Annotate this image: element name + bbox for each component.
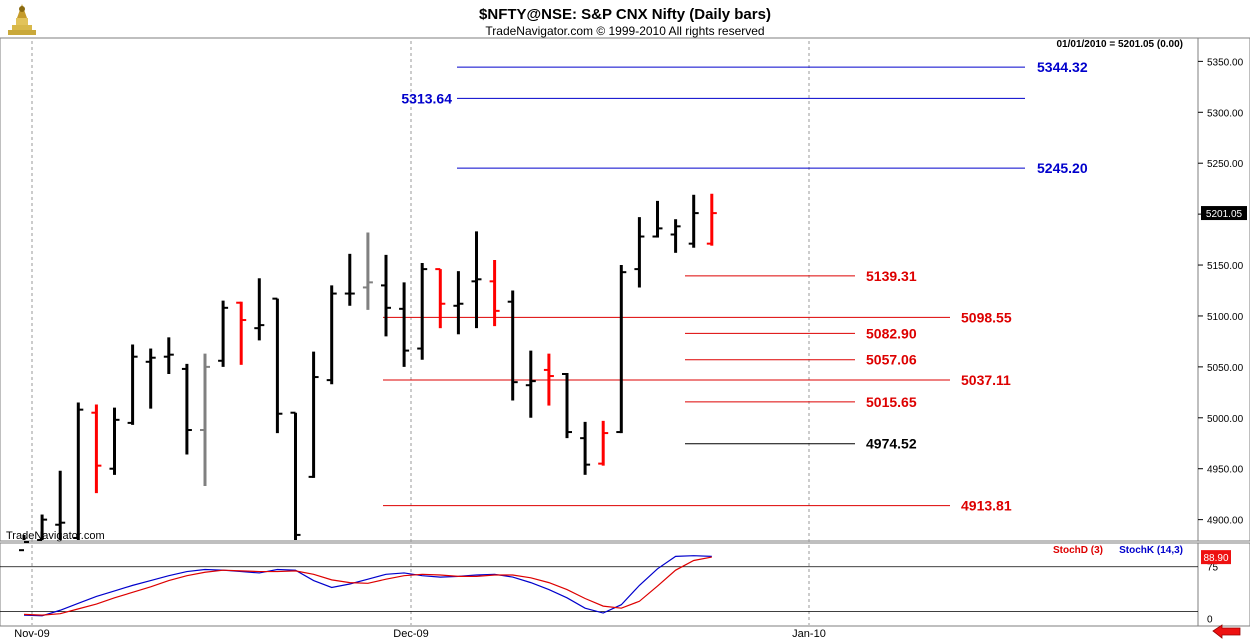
- price-level-label: 5245.20: [1037, 160, 1088, 176]
- indicator-y-tick-label: 75: [1207, 563, 1219, 574]
- price-level-label: 5313.64: [401, 90, 452, 106]
- last-price-box: [1201, 206, 1247, 221]
- price-axis-panel: [1197, 37, 1250, 542]
- y-tick-label: 5000.00: [1207, 414, 1244, 425]
- y-tick-label: 5050.00: [1207, 363, 1244, 374]
- price-level-label: 5037.11: [961, 372, 1011, 388]
- watermark: TradeNavigator.com: [6, 530, 105, 542]
- last-price-label: 5201.05: [1206, 209, 1243, 220]
- x-tick-label: Dec-09: [393, 628, 428, 640]
- y-tick-label: 4950.00: [1207, 465, 1244, 476]
- x-tick-label: Jan-10: [792, 628, 826, 640]
- date-axis: Nov-09 Dec-09 Jan-10: [14, 628, 826, 640]
- chart-title: $NFTY@NSE: S&P CNX Nifty (Daily bars): [479, 6, 771, 23]
- y-tick-label: 5150.00: [1207, 261, 1244, 272]
- indicator-last-value-label: 88.90: [1203, 553, 1228, 564]
- scroll-left-arrow-icon[interactable]: [1212, 624, 1241, 639]
- price-level-label: 4974.52: [866, 436, 917, 452]
- quote-readout: 01/01/2010 = 5201.05 (0.00): [1057, 39, 1184, 50]
- chart-subtitle: TradeNavigator.com © 1999-2010 All right…: [485, 24, 764, 38]
- indicator-series-line: [23, 556, 712, 616]
- y-tick-label: 5350.00: [1207, 57, 1244, 68]
- price-level-label: 5057.06: [866, 352, 917, 368]
- y-tick-label: 5100.00: [1207, 312, 1244, 323]
- price-level-label: 5344.32: [1037, 59, 1088, 75]
- y-tick-label: 5300.00: [1207, 108, 1244, 119]
- legend-stochd: StochD (3): [1053, 545, 1103, 556]
- price-level-label: 5015.65: [866, 394, 917, 410]
- price-level-label: 4913.81: [961, 498, 1012, 514]
- price-axis: 4900.00 4950.00 5000.00 5050.00 5100.00 5150.…: [1198, 57, 1247, 527]
- price-level-label: 5082.90: [866, 325, 917, 341]
- indicator-y-tick-label: 0: [1207, 615, 1213, 626]
- tradenavigator-logo-icon: [8, 4, 36, 35]
- y-tick-label: 4900.00: [1207, 516, 1244, 527]
- ohlc-bars: [19, 193, 717, 552]
- y-tick-label: 5250.00: [1207, 159, 1244, 170]
- price-plot-area: [0, 37, 1199, 542]
- price-level-label: 5098.55: [961, 309, 1012, 325]
- indicator-last-value-box: [1201, 550, 1231, 565]
- gridlines: [31, 41, 810, 625]
- legend-stochk: StochK (14,3): [1119, 545, 1183, 556]
- indicator-series-line: [23, 555, 712, 617]
- price-level-label: 5139.31: [866, 268, 917, 284]
- indicator-plot-area: [0, 542, 1199, 627]
- stochastic-indicator: 0 75 StochD (3) StochK (14,3) 88.90: [0, 545, 1231, 626]
- price-levels: 5344.32 5313.64 5245.20 5139.31 5098.55 5082.…: [383, 59, 1088, 514]
- x-tick-label: Nov-09: [14, 628, 49, 640]
